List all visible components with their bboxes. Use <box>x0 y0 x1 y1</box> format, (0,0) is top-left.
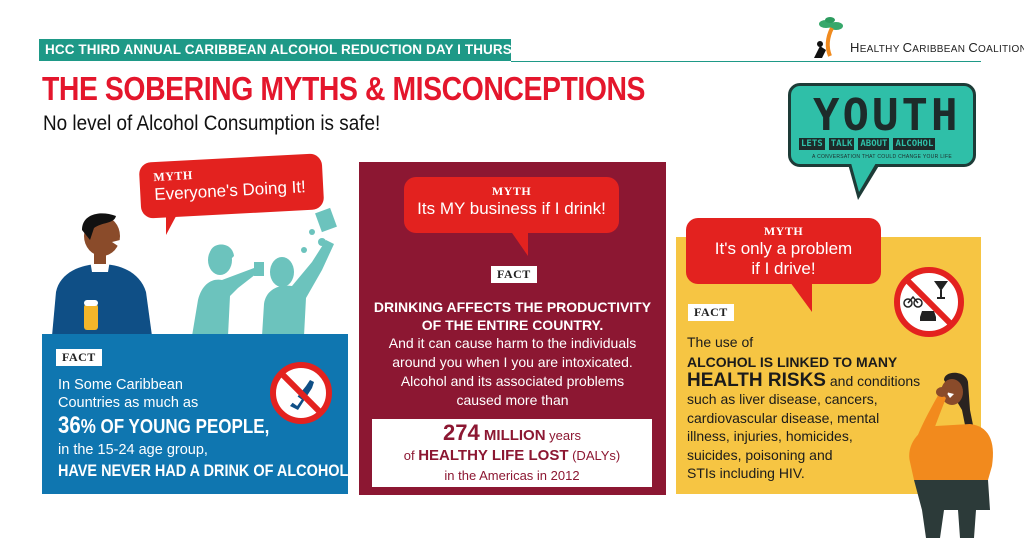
myth-label: MYTH <box>491 184 532 198</box>
fact-label: FACT <box>491 266 537 283</box>
myth-label: MYTH <box>763 224 804 238</box>
myth-text: Its MY business if I drink! <box>417 199 606 218</box>
hcc-logo: HEALTHY CARIBBEAN COALITION <box>810 16 1024 60</box>
myth-bubble-everyone: MYTH Everyone's Doing It! <box>138 153 325 219</box>
palm-tree-icon <box>814 17 843 58</box>
page-title: THE SOBERING MYTHS & MISCONCEPTIONS <box>42 70 646 107</box>
youth-tagline: A CONVERSATION THAT COULD CHANGE YOUR LI… <box>812 154 952 160</box>
myth-bubble-my-business: MYTH Its MY business if I drink! <box>404 177 619 233</box>
youth-bubble-tail-fill <box>851 163 876 192</box>
youth-tag: ALCOHOL <box>893 138 936 150</box>
logo-wordmark: HEALTHY CARIBBEAN COALITION <box>850 40 1024 55</box>
youth-tags: LETS TALK ABOUT ALCOHOL <box>799 138 936 150</box>
fact-text-young-people: In Some Caribbean Countries as much as 3… <box>58 377 349 480</box>
youth-word: YOUTH <box>813 90 961 141</box>
fact-label: FACT <box>56 349 102 366</box>
page-subtitle: No level of Alcohol Consumption is safe! <box>43 112 381 135</box>
fact-text-health-risks: The use of ALCOHOL IS LINKED TO MANY HEA… <box>687 334 921 481</box>
dalys-stat-box: 274 MILLION years of HEALTHY LIFE LOST (… <box>372 419 652 487</box>
youth-badge: YOUTH LETS TALK ABOUT ALCOHOL A CONVERSA… <box>788 83 976 167</box>
myth-bubble-tail <box>510 230 528 256</box>
event-banner: HCC THIRD ANNUAL CARIBBEAN ALCOHOL REDUC… <box>39 39 679 61</box>
youth-tag: ABOUT <box>858 138 890 150</box>
no-alcohol-bottle-icon <box>270 362 332 424</box>
woman-illustration <box>909 372 994 538</box>
no-drink-driving-icon <box>894 267 964 337</box>
youth-tag: LETS <box>799 138 825 150</box>
youth-tag: TALK <box>828 138 855 150</box>
fact-text-productivity: DRINKING AFFECTS THE PRODUCTIVITY OF THE… <box>373 299 652 408</box>
header-divider <box>511 61 981 62</box>
fact-label: FACT <box>688 304 734 321</box>
stat-36-percent: 36% OF YOUNG PEOPLE, <box>58 412 270 439</box>
myth-bubble-tail <box>790 282 812 312</box>
people-drinking-illustration <box>52 207 337 336</box>
myth-bubble-drive: MYTH It's only a problem if I drive! <box>686 218 881 284</box>
